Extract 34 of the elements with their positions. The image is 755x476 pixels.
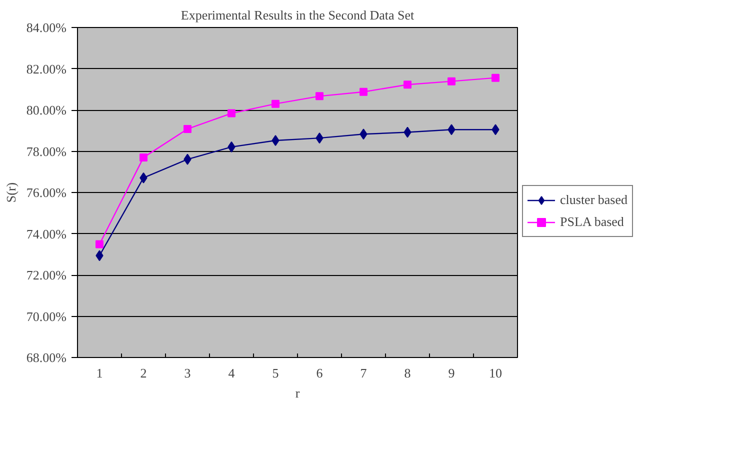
x-tick-label: 6 — [316, 366, 324, 380]
legend-label: PSLA based — [560, 214, 624, 230]
y-tick-label: 82.00% — [26, 61, 67, 76]
legend-label: cluster based — [560, 192, 628, 208]
y-tick-label: 70.00% — [26, 308, 67, 324]
y-tick-label: 78.00% — [26, 144, 67, 159]
point — [184, 124, 192, 133]
y-tick-label: 84.00% — [26, 20, 67, 35]
point — [404, 80, 412, 89]
y-tick-label: 74.00% — [26, 226, 67, 242]
y-tick-label: 80.00% — [26, 102, 67, 118]
chart-title: Experimental Results in the Second Data Set — [180, 8, 414, 22]
x-tick-label: 7 — [360, 366, 368, 380]
point — [140, 153, 148, 162]
x-tick-label: 3 — [184, 366, 191, 380]
y-tick-label: 76.00% — [26, 185, 67, 200]
x-tick-label: 2 — [140, 366, 147, 380]
point — [360, 88, 368, 96]
x-tick-label: 1 — [96, 366, 103, 380]
y-axis-title: S(r) — [3, 182, 18, 203]
point — [96, 240, 104, 248]
x-tick-label: 8 — [404, 366, 411, 380]
point — [492, 74, 500, 82]
y-tick-label: 68.00% — [26, 350, 67, 365]
x-tick-label: 4 — [228, 366, 236, 380]
point — [272, 100, 280, 108]
point — [316, 92, 324, 100]
x-tick-label: 9 — [448, 366, 455, 380]
x-tick-label: 10 — [489, 366, 502, 380]
x-axis-title: r — [295, 386, 300, 400]
x-tick-label: 5 — [272, 366, 279, 380]
y-tick-label: 72.00% — [26, 268, 67, 282]
point — [228, 109, 236, 118]
point — [448, 77, 456, 86]
